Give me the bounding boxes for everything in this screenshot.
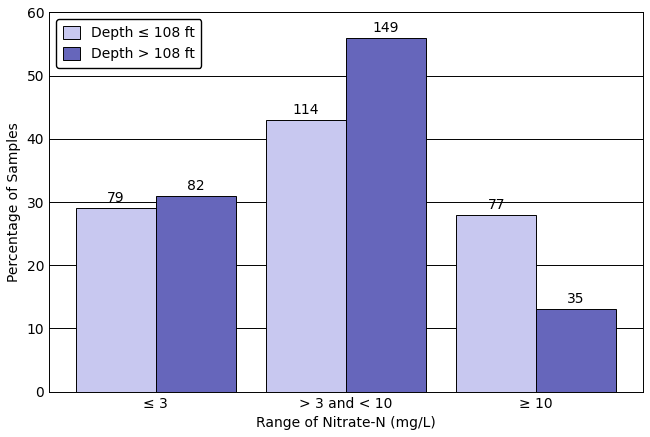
Bar: [266, 120, 346, 392]
Text: 149: 149: [372, 21, 399, 35]
Bar: [76, 208, 156, 392]
Legend: Depth ≤ 108 ft, Depth > 108 ft: Depth ≤ 108 ft, Depth > 108 ft: [56, 19, 202, 68]
X-axis label: Range of Nitrate-N (mg/L): Range of Nitrate-N (mg/L): [256, 416, 436, 430]
Text: 77: 77: [488, 198, 505, 212]
Text: 114: 114: [293, 103, 319, 117]
Bar: [156, 196, 236, 392]
Text: 35: 35: [567, 292, 585, 306]
Bar: [536, 309, 616, 392]
Y-axis label: Percentage of Samples: Percentage of Samples: [7, 122, 21, 282]
Bar: [346, 38, 426, 392]
Text: 79: 79: [107, 191, 125, 205]
Bar: [456, 215, 536, 392]
Text: 82: 82: [187, 179, 205, 193]
